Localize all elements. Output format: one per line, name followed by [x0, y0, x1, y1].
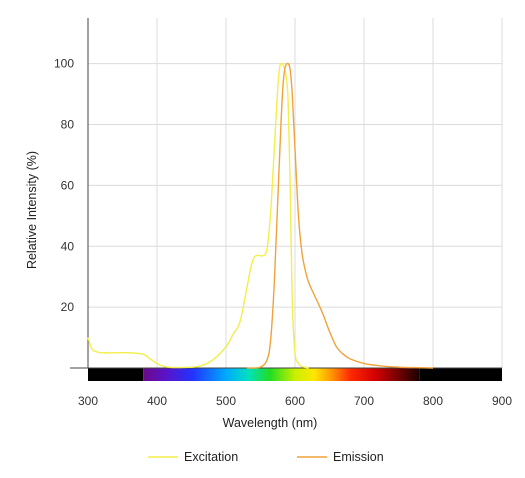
y-tick-label: 80 — [61, 118, 75, 132]
x-tick-label: 700 — [354, 394, 374, 408]
tick-labels: 20 40 60 80 100 300 400 500 600 700 800 900 — [54, 57, 512, 408]
y-tick-label: 20 — [61, 300, 75, 314]
legend-label-excitation: Excitation — [184, 450, 238, 464]
legend: Excitation Emission — [148, 450, 384, 464]
x-tick-label: 600 — [285, 394, 305, 408]
y-tick-label: 100 — [54, 57, 74, 71]
visible-band — [143, 368, 420, 381]
grid — [88, 18, 503, 368]
y-tick-label: 40 — [61, 239, 75, 253]
series-lines — [87, 62, 434, 369]
spectrum-bar — [88, 368, 502, 381]
x-tick-label: 300 — [78, 394, 98, 408]
x-tick-label: 400 — [147, 394, 167, 408]
x-tick-label: 800 — [423, 394, 443, 408]
legend-label-emission: Emission — [333, 450, 384, 464]
x-tick-label: 500 — [216, 394, 236, 408]
y-tick-label: 60 — [61, 178, 75, 192]
x-tick-label: 900 — [492, 394, 512, 408]
uv-band — [88, 368, 144, 381]
x-axis-title: Wavelength (nm) — [223, 416, 318, 430]
ir-band — [419, 368, 502, 381]
series-line-emission — [246, 62, 434, 369]
axes — [70, 18, 502, 369]
y-axis-title: Relative Intensity (%) — [25, 151, 39, 269]
series-line-excitation — [87, 62, 309, 369]
